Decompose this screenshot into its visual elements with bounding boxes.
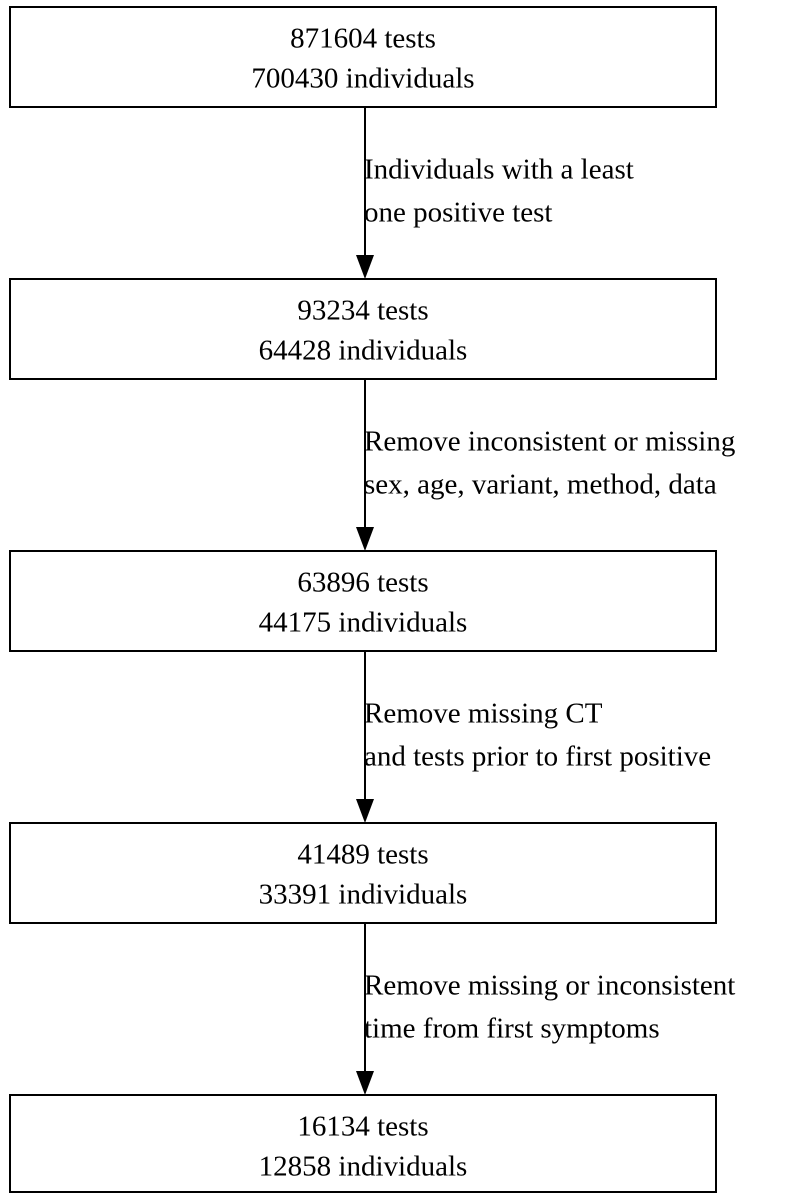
node-label: 64428 individuals <box>259 335 468 367</box>
node-box <box>9 550 717 652</box>
node-label: 44175 individuals <box>259 607 468 639</box>
arrowhead <box>356 1071 374 1095</box>
node-label: 871604 tests <box>290 23 436 55</box>
node-label: 63896 tests <box>297 567 428 599</box>
node-label: 16134 tests <box>297 1111 428 1143</box>
arrowhead <box>356 255 374 279</box>
node-label: 41489 tests <box>297 839 428 871</box>
node-label: 12858 individuals <box>259 1151 468 1183</box>
arrowhead <box>356 799 374 823</box>
edge-label: Remove missing CT <box>364 698 603 730</box>
node-box <box>9 822 717 924</box>
edge-label: and tests prior to first positive <box>364 741 711 773</box>
edge-label: Remove inconsistent or missing <box>364 426 735 458</box>
node-label: 93234 tests <box>297 295 428 327</box>
node-label: 700430 individuals <box>251 63 474 95</box>
node-box <box>9 1094 717 1193</box>
edge-label: Remove missing or inconsistent <box>364 970 735 1002</box>
arrowhead <box>356 527 374 551</box>
node-box <box>9 6 717 108</box>
node-label: 33391 individuals <box>259 879 468 911</box>
edge-label: time from first symptoms <box>364 1013 660 1045</box>
edge-label: sex, age, variant, method, data <box>364 469 717 501</box>
edge-label: Individuals with a least <box>364 154 634 186</box>
node-box <box>9 278 717 380</box>
edge-label: one positive test <box>364 197 552 229</box>
